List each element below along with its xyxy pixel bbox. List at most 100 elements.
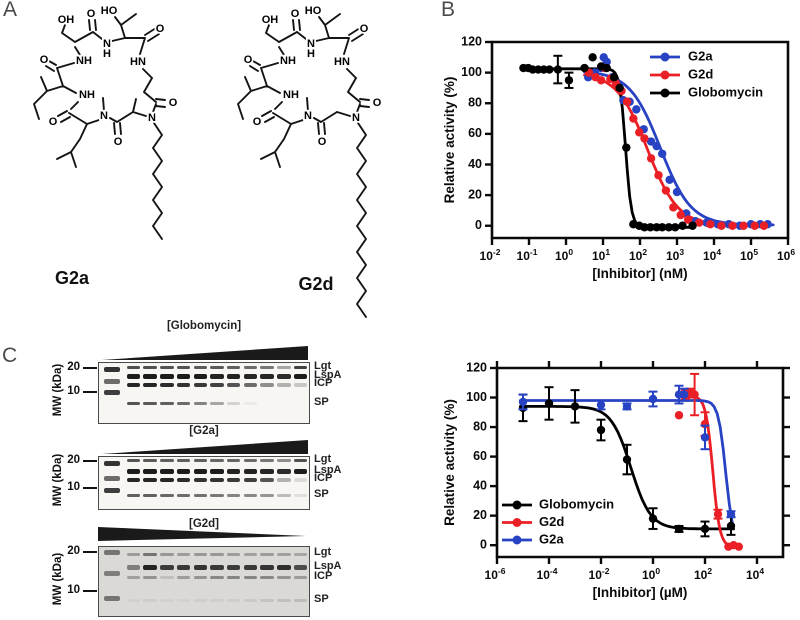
- dose-response-chart-um: 0 20 40 60 80 100 120 10-6 10-4 10-2 100 102 104 [Inh…: [442, 360, 790, 600]
- data-point-globomycin: [648, 514, 658, 523]
- protein-band-sp: [277, 494, 291, 498]
- protein-band-lspa: [193, 374, 207, 380]
- y-tick-label: 100: [466, 390, 487, 404]
- data-point-g2d: [706, 220, 715, 229]
- x-tick-label: 10-1: [517, 247, 538, 263]
- bond-skeleton: [33, 13, 166, 240]
- data-point-g2a: [726, 509, 736, 519]
- protein-band-lgt: [176, 552, 191, 556]
- protein-band-icp: [277, 477, 291, 482]
- protein-band-lspa: [210, 469, 224, 475]
- protein-band-lgt: [243, 552, 258, 556]
- protein-band-lgt: [277, 366, 291, 370]
- mw-tick-dash: [83, 486, 97, 490]
- gel-title: [G2a]: [189, 425, 219, 437]
- protein-band-lspa: [126, 469, 141, 475]
- protein-band-lspa: [126, 564, 141, 571]
- atom-label: O: [87, 8, 96, 20]
- protein-band-icp: [277, 575, 291, 580]
- legend-marker-g2d: [512, 518, 522, 527]
- protein-band-sp: [126, 494, 141, 498]
- protein-band-lgt: [226, 552, 241, 556]
- protein-band-lspa: [160, 564, 174, 571]
- data-point-g2a: [680, 390, 689, 399]
- x-tick-label: 10-2: [589, 566, 610, 582]
- protein-band-lspa: [160, 469, 174, 475]
- protein-band-sp: [160, 599, 174, 603]
- gel-panel-g2d: [G2d] MW (kDa) 20 10 Lgt LspA ICP SP: [40, 515, 380, 620]
- data-point-g2d: [669, 203, 678, 212]
- data-point-g2d: [728, 221, 737, 230]
- panel-c-label: C: [2, 344, 18, 367]
- protein-band-lgt: [260, 366, 274, 370]
- x-tick-label: 100: [555, 247, 573, 263]
- protein-band-lgt: [193, 366, 207, 370]
- protein-band-lgt: [126, 459, 141, 463]
- atom-label: NH: [76, 55, 92, 67]
- protein-band-lspa: [126, 374, 141, 380]
- x-tick-label: 10-2: [480, 247, 501, 263]
- data-point-g2a: [672, 187, 682, 197]
- dose-response-chart-nm: 0 20 40 60 80 100 120 10-2 10-1 100 101 102 103 104 10…: [442, 34, 795, 281]
- protein-band-icp: [160, 477, 174, 482]
- protein-band-lspa: [293, 564, 308, 571]
- protein-band-sp: [160, 402, 174, 406]
- atom-label: N: [352, 112, 360, 124]
- data-point-globomycin: [545, 65, 554, 74]
- band-label-icp: ICP: [314, 471, 333, 484]
- protein-band-icp: [210, 477, 224, 482]
- x-tick-label: 101: [592, 247, 610, 263]
- protein-band-icp: [176, 477, 191, 482]
- mw-tick-dash: [83, 459, 97, 463]
- protein-band-sp: [210, 402, 224, 406]
- marker-band: [104, 571, 120, 577]
- data-point-globomycin: [580, 63, 589, 73]
- protein-band-icp: [143, 575, 157, 580]
- protein-band-lgt: [277, 459, 291, 463]
- data-point-g2a: [652, 141, 661, 151]
- atom-label: H: [103, 48, 111, 60]
- atom-label: HO: [305, 5, 322, 17]
- panel-b-label: B: [441, 0, 456, 21]
- y-tick-label: 20: [468, 187, 482, 201]
- protein-band-lspa: [243, 469, 258, 475]
- protein-band-lgt: [126, 366, 141, 370]
- legend-label-g2d: G2d: [688, 66, 713, 81]
- protein-band-lgt: [143, 552, 157, 556]
- data-point-globomycin: [640, 223, 649, 232]
- fit-curve-g2a: [519, 399, 734, 525]
- data-point-g2d: [739, 221, 748, 230]
- protein-band-lspa: [260, 564, 274, 571]
- protein-band-lspa: [277, 374, 291, 380]
- data-point-g2a: [648, 394, 658, 404]
- y-tick-label: 0: [480, 537, 487, 551]
- atom-label: O: [244, 54, 253, 66]
- x-tick-label: 10-4: [537, 566, 558, 582]
- data-point-globomycin: [674, 524, 684, 534]
- y-tick-label: 80: [473, 419, 487, 433]
- protein-band-lspa: [293, 374, 308, 380]
- x-tick-label: 103: [666, 247, 684, 263]
- y-tick-label: 0: [475, 218, 482, 232]
- data-point-g2d: [676, 210, 685, 220]
- bond-skeleton: [237, 13, 370, 318]
- concentration-wedge: [98, 527, 306, 541]
- protein-band-lspa: [277, 469, 291, 475]
- data-point-globomycin: [670, 223, 680, 232]
- protein-band-lgt: [160, 459, 174, 463]
- atom-label: O: [253, 116, 262, 128]
- protein-band-sp: [160, 494, 174, 498]
- wedge-triangle: [102, 346, 308, 360]
- data-point-g2d: [640, 134, 649, 143]
- data-point-globomycin: [678, 221, 687, 230]
- legend-label-g2a: G2a: [688, 48, 713, 63]
- atom-label: O: [291, 8, 300, 20]
- legend-label-g2a: G2a: [539, 531, 564, 546]
- data-point-g2a: [646, 137, 656, 146]
- protein-band-lspa: [243, 564, 258, 571]
- protein-band-lspa: [176, 469, 191, 475]
- legend-marker-g2d: [660, 70, 670, 80]
- protein-band-lgt: [210, 552, 224, 556]
